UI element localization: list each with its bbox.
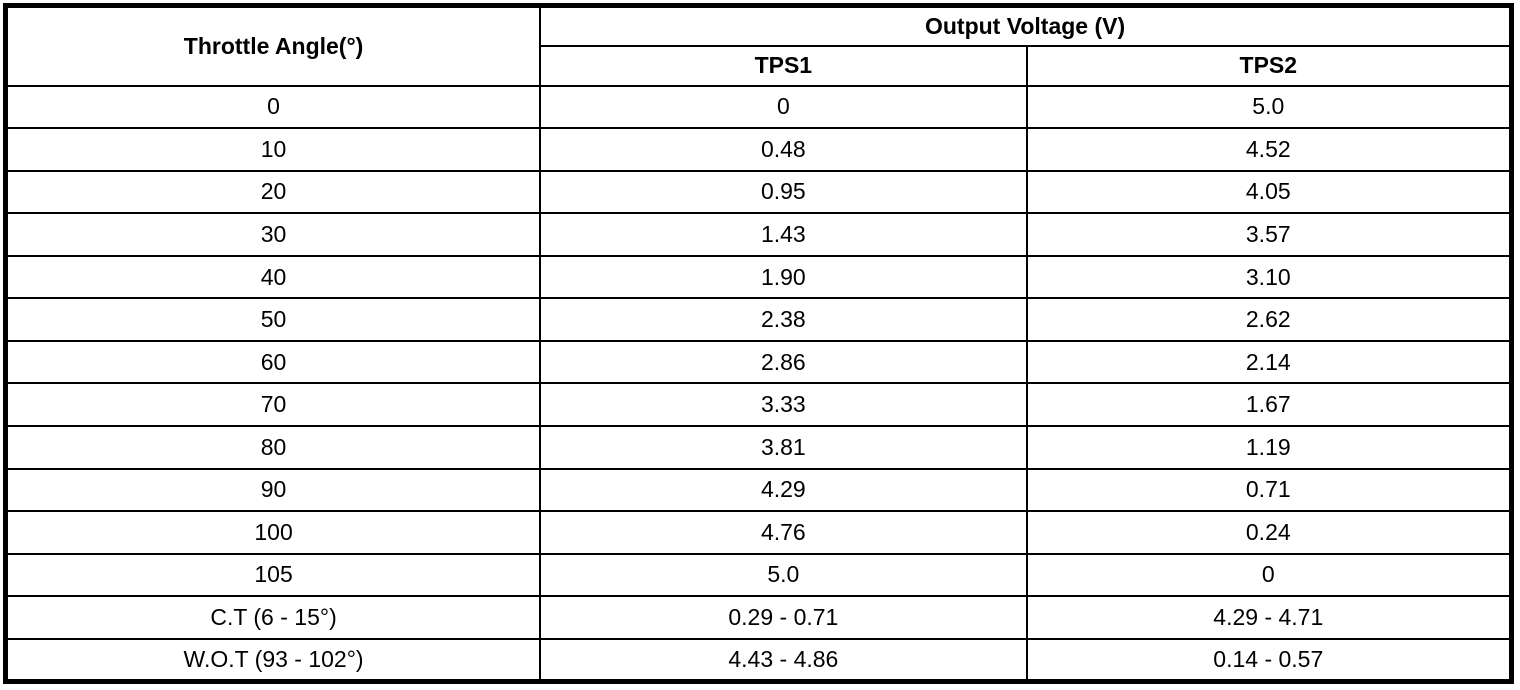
tps1-value-cell: 0.48 [539,127,1028,172]
throttle-angle-cell: C.T (6 - 15°) [4,595,542,640]
table-row: 20 0.95 4.05 [4,169,1513,215]
tps1-value-cell: 0.29 - 0.71 [539,595,1028,640]
tps2-value-cell: 4.05 [1025,169,1513,215]
throttle-angle-cell: 60 [4,339,542,385]
tps-voltage-table-container: Throttle Angle(°) Output Voltage (V) TPS… [3,3,1514,684]
tps1-value-cell: 4.29 [539,467,1028,513]
table-row: 50 2.38 2.62 [4,297,1513,342]
table-row: 30 1.43 3.57 [4,212,1513,257]
throttle-angle-cell: 70 [4,382,542,427]
tps1-value-cell: 0 [539,84,1028,130]
throttle-angle-cell: 105 [4,552,542,598]
tps1-value-cell: 3.81 [539,425,1028,470]
tps2-value-cell: 2.62 [1025,297,1513,342]
table-row: 80 3.81 1.19 [4,425,1513,470]
tps2-value-cell: 5.0 [1025,84,1513,130]
tps1-value-cell: 1.90 [539,254,1028,300]
throttle-angle-cell: 90 [4,467,542,513]
tps2-value-cell: 0.24 [1025,510,1513,555]
table-header: Throttle Angle(°) Output Voltage (V) TPS… [4,4,1513,87]
tps1-value-cell: 1.43 [539,212,1028,257]
throttle-angle-cell: 10 [4,127,542,172]
table-row: 0 0 5.0 [4,84,1513,130]
throttle-angle-cell: 50 [4,297,542,342]
tps1-value-cell: 4.43 - 4.86 [539,637,1028,683]
tps1-value-cell: 4.76 [539,510,1028,555]
table-row: 40 1.90 3.10 [4,254,1513,300]
col-header-output-voltage: Output Voltage (V) [539,4,1513,47]
tps2-value-cell: 4.52 [1025,127,1513,172]
tps-voltage-table: Throttle Angle(°) Output Voltage (V) TPS… [3,3,1514,684]
table-row: W.O.T (93 - 102°) 4.43 - 4.86 0.14 - 0.57 [4,637,1513,683]
tps2-value-cell: 2.14 [1025,339,1513,385]
throttle-angle-cell: 30 [4,212,542,257]
col-header-tps1: TPS1 [539,44,1028,87]
table-row: 105 5.0 0 [4,552,1513,598]
tps1-value-cell: 2.86 [539,339,1028,385]
throttle-angle-cell: 100 [4,510,542,555]
header-row-2: TPS1 TPS2 [6,44,1513,87]
tps2-value-cell: 4.29 - 4.71 [1025,595,1513,640]
tps2-value-cell: 1.19 [1025,425,1513,470]
tps1-value-cell: 5.0 [539,552,1028,598]
tps2-value-cell: 0.14 - 0.57 [1025,637,1513,683]
throttle-angle-cell: W.O.T (93 - 102°) [4,637,542,683]
table-row: 100 4.76 0.24 [4,510,1513,555]
table-row: 90 4.29 0.71 [4,467,1513,513]
tps1-value-cell: 3.33 [539,382,1028,427]
throttle-angle-cell: 20 [4,169,542,215]
col-header-tps2: TPS2 [1025,44,1513,87]
tps2-value-cell: 0 [1025,552,1513,598]
table-row: C.T (6 - 15°) 0.29 - 0.71 4.29 - 4.71 [4,595,1513,640]
tps2-value-cell: 1.67 [1025,382,1513,427]
table-body: 0 0 5.0 10 0.48 4.52 20 0.95 4.05 30 1.43 3.57 40 1.9… [4,84,1513,683]
col-header-throttle-angle: Throttle Angle(°) [4,4,542,87]
tps2-value-cell: 3.57 [1025,212,1513,257]
tps2-value-cell: 3.10 [1025,254,1513,300]
throttle-angle-cell: 40 [4,254,542,300]
tps2-value-cell: 0.71 [1025,467,1513,513]
header-row-1: Throttle Angle(°) Output Voltage (V) [4,4,1513,87]
table-row: 60 2.86 2.14 [4,339,1513,385]
throttle-angle-cell: 0 [4,84,542,130]
tps1-value-cell: 2.38 [539,297,1028,342]
tps1-value-cell: 0.95 [539,169,1028,215]
table-row: 70 3.33 1.67 [4,382,1513,427]
table-row: 10 0.48 4.52 [4,127,1513,172]
throttle-angle-cell: 80 [4,425,542,470]
